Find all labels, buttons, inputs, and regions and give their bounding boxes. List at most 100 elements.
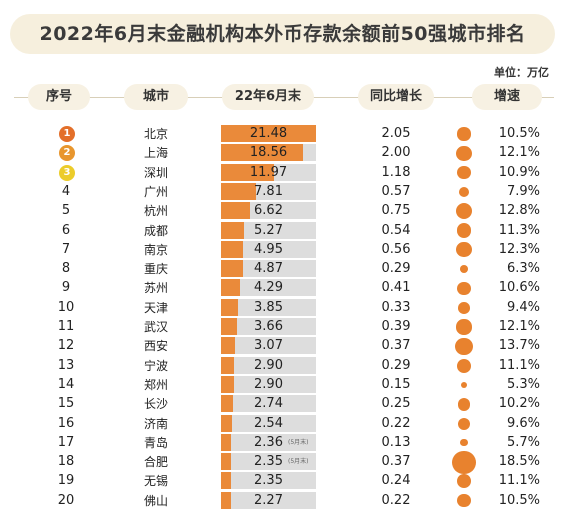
yoy-value: 0.75 (381, 203, 411, 219)
growth-value: 9.4% (506, 299, 540, 315)
table-row: 10 天津 3.85 0.33 9.4% (0, 298, 565, 318)
header-yoy: 同比增长 (358, 84, 434, 110)
yoy-value: 0.22 (381, 492, 411, 508)
balance-track (221, 240, 316, 258)
rank-medal: 3 (59, 164, 75, 181)
city-name: 广州 (143, 184, 168, 199)
balance-note: (5月末) (288, 438, 309, 446)
growth-dot (460, 381, 468, 389)
growth-value: 5.7% (506, 434, 540, 450)
city-name: 西安 (143, 339, 168, 354)
growth-value: 13.7% (498, 338, 540, 354)
balance-track (221, 260, 316, 278)
balance-value: 2.35 (254, 454, 283, 470)
balance-value: 11.97 (249, 164, 288, 180)
balance-value: 4.95 (254, 241, 283, 257)
growth-dot (455, 337, 473, 355)
city-name: 深圳 (143, 165, 168, 180)
city-name: 济南 (143, 416, 168, 431)
title-banner: 2022年6月末金融机构本外币存款余额前50强城市排名 (10, 14, 555, 54)
rank-number: 18 (57, 454, 75, 470)
balance-value: 5.27 (254, 222, 283, 238)
balance-value: 2.90 (254, 357, 283, 373)
rank-number: 9 (61, 280, 71, 296)
yoy-value: 0.29 (381, 261, 411, 277)
growth-dot (457, 494, 471, 508)
rank-number: 5 (61, 203, 71, 219)
growth-value: 11.3% (498, 222, 540, 238)
balance-bar (221, 337, 235, 355)
balance-bar (221, 356, 234, 374)
growth-dot (460, 265, 468, 274)
growth-value: 9.6% (506, 415, 540, 431)
balance-bar (221, 163, 274, 181)
balance-track (221, 453, 316, 471)
balance-value: 18.56 (249, 145, 288, 161)
rank-number: 16 (57, 415, 75, 431)
balance-track (221, 298, 316, 316)
table-row: 4 广州 7.81 0.57 7.9% (0, 182, 565, 202)
growth-dot (458, 301, 470, 314)
balance-value: 2.74 (254, 396, 283, 412)
balance-value: 21.48 (249, 126, 288, 141)
balance-track (221, 414, 316, 432)
balance-value: 6.62 (254, 203, 283, 219)
rank-number: 17 (57, 434, 75, 450)
balance-note: (5月末) (288, 458, 309, 466)
rank-number: 12 (57, 338, 75, 354)
yoy-value: 0.15 (381, 376, 411, 392)
city-name: 上海 (143, 146, 168, 161)
city-name: 苏州 (143, 281, 168, 296)
city-name: 武汉 (143, 320, 168, 334)
growth-value: 10.6% (498, 280, 540, 296)
growth-dot (456, 223, 472, 238)
balance-bar (221, 491, 232, 509)
table-row: 15 长沙 2.74 0.25 10.2% (0, 394, 565, 414)
growth-value: 6.3% (506, 261, 540, 277)
rank-medal: 2 (59, 145, 75, 162)
rank-number: 20 (57, 492, 75, 508)
balance-bar (221, 240, 243, 258)
yoy-value: 0.39 (381, 319, 411, 334)
city-name: 南京 (143, 242, 168, 257)
table-row: 17 青岛 2.36 (5月末) 0.13 5.7% (0, 433, 565, 453)
table-row: 18 合肥 2.35 (5月末) 0.37 18.5% (0, 450, 565, 474)
growth-dot (457, 127, 471, 141)
growth-dot (457, 165, 471, 180)
balance-bar (221, 298, 239, 316)
balance-track (221, 375, 316, 393)
balance-track (221, 279, 316, 297)
table-row: 11 武汉 3.66 0.39 12.1% (0, 317, 565, 337)
growth-value: 10.5% (498, 492, 540, 508)
yoy-value: 0.41 (381, 280, 411, 296)
city-name: 长沙 (143, 397, 168, 412)
table-row: 9 苏州 4.29 0.41 10.6% (0, 278, 565, 298)
city-name: 北京 (143, 127, 168, 141)
rank-number: 13 (57, 357, 75, 373)
rank-number: 15 (57, 396, 75, 412)
balance-bar (221, 125, 316, 142)
balance-bar (221, 318, 238, 335)
balance-value: 3.66 (254, 319, 283, 334)
yoy-value: 0.24 (381, 473, 411, 489)
balance-value: 2.35 (254, 473, 283, 489)
yoy-value: 0.13 (381, 434, 411, 450)
balance-bar (221, 182, 256, 200)
yoy-value: 0.25 (381, 396, 411, 412)
growth-dot (456, 203, 472, 220)
rank-medal: 1 (59, 126, 75, 142)
growth-dot (457, 474, 471, 489)
balance-track (221, 395, 316, 413)
rank-number: 10 (57, 299, 75, 315)
balance-track (221, 491, 316, 509)
growth-dot (459, 186, 469, 197)
growth-value: 12.1% (498, 319, 540, 334)
table-row: 19 无锡 2.35 0.24 11.1% (0, 471, 565, 491)
city-name: 青岛 (143, 435, 168, 450)
growth-value: 7.9% (506, 183, 540, 199)
balance-value: 2.90 (254, 376, 283, 392)
yoy-value: 0.29 (381, 357, 411, 373)
balance-bar (221, 202, 251, 220)
unit-label: 单位：万亿 (494, 66, 549, 79)
balance-value: 4.87 (254, 261, 283, 277)
